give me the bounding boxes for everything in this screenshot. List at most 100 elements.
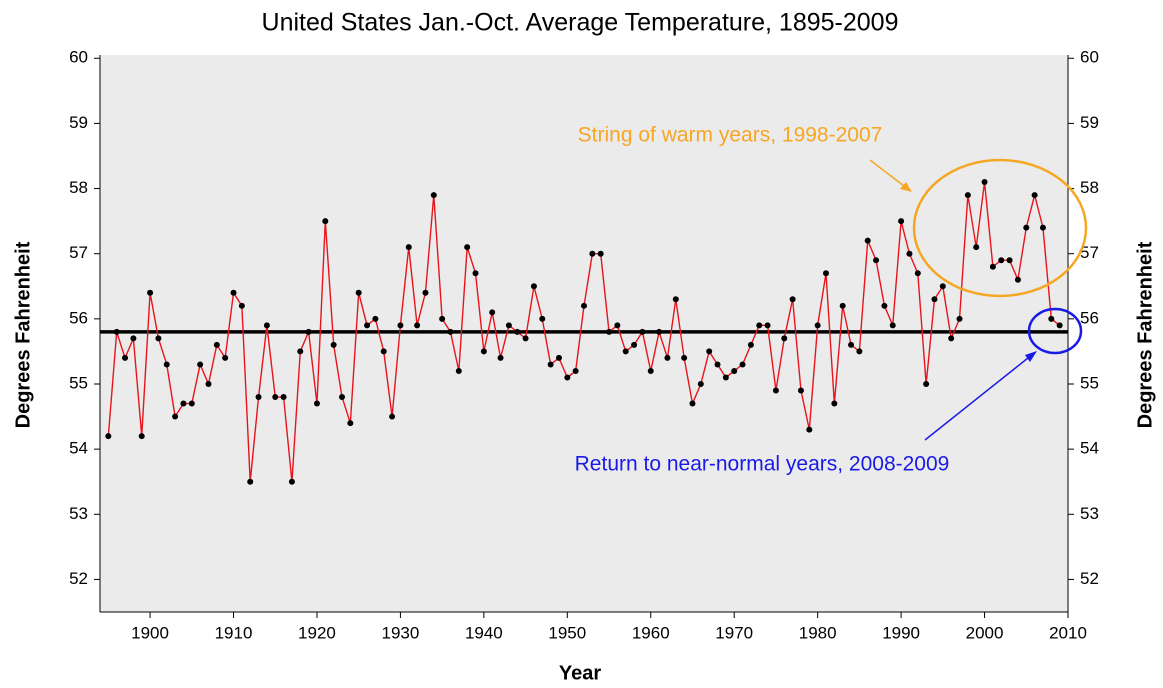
data-point [681, 354, 688, 361]
data-point [280, 394, 287, 401]
data-point [389, 413, 396, 420]
x-tick-label: 1990 [882, 623, 920, 642]
data-point [339, 394, 345, 401]
plot: 52 52 53 53 54 54 55 55 56 56 57 57 58 58 59 59 60 60 1900… [69, 48, 1099, 643]
y-tick-label: 54 [69, 439, 88, 458]
data-point [147, 289, 154, 296]
data-point [706, 348, 713, 355]
data-point [555, 354, 562, 361]
data-point [313, 400, 320, 407]
data-point [188, 400, 195, 407]
y2-tick-label: 55 [1080, 373, 1099, 392]
y2-tick-label: 56 [1080, 308, 1099, 327]
data-point [889, 322, 896, 329]
x-tick-label: 1960 [632, 623, 670, 642]
data-point [122, 354, 129, 361]
data-point [180, 400, 187, 407]
y2-tick-label: 59 [1080, 113, 1099, 132]
data-point [656, 328, 663, 335]
y-tick-label: 55 [69, 373, 88, 392]
data-point [422, 289, 429, 296]
data-point [447, 328, 454, 335]
data-point [505, 322, 512, 329]
data-point [864, 237, 871, 244]
data-point [931, 296, 938, 303]
x-tick-label: 1950 [548, 623, 586, 642]
data-point [138, 433, 145, 440]
data-point [364, 322, 371, 329]
data-point [380, 348, 387, 355]
data-point [297, 348, 304, 355]
data-point [989, 263, 996, 270]
data-point [622, 348, 629, 355]
data-point [1048, 315, 1055, 322]
data-point [472, 270, 479, 277]
data-point [647, 367, 654, 374]
data-point [1006, 257, 1013, 264]
data-point [480, 348, 487, 355]
data-point [130, 335, 137, 342]
data-point [288, 478, 295, 485]
normal-annotation: Return to near-normal years, 2008-2009 [575, 453, 950, 476]
data-point [439, 315, 446, 322]
data-point [973, 244, 980, 251]
data-point [923, 380, 930, 387]
data-point [606, 328, 613, 335]
y2-tick-label: 53 [1080, 504, 1099, 523]
data-point [397, 322, 404, 329]
data-point [238, 302, 245, 309]
data-point [372, 315, 379, 322]
data-point [247, 478, 254, 485]
y-tick-label: 57 [69, 243, 88, 262]
y-tick-label: 53 [69, 504, 88, 523]
normal-circle [1027, 307, 1083, 355]
data-point [522, 335, 529, 342]
y2-tick-label: 52 [1080, 569, 1099, 588]
data-point [197, 361, 204, 368]
x-tick-label: 2010 [1049, 623, 1087, 642]
data-point [305, 328, 312, 335]
data-point [263, 322, 270, 329]
data-point [455, 367, 462, 374]
x-tick-label: 2000 [966, 623, 1004, 642]
data-point [939, 283, 946, 290]
data-point [948, 335, 955, 342]
y-tick-label: 58 [69, 178, 88, 197]
y-tick-label: 56 [69, 308, 88, 327]
data-point [823, 270, 829, 277]
data-point [998, 257, 1005, 264]
data-point [848, 341, 855, 348]
data-point [1023, 224, 1030, 231]
chart-title: United States Jan.-Oct. Average Temperat… [262, 9, 899, 37]
data-point [155, 335, 162, 342]
data-point [163, 361, 170, 368]
data-point [898, 218, 905, 225]
normal-arrow [924, 353, 1034, 441]
data-point [814, 322, 821, 329]
data-point [664, 354, 671, 361]
y-tick-label: 52 [69, 569, 88, 588]
x-tick-label: 1970 [715, 623, 753, 642]
y2-tick-label: 60 [1080, 48, 1099, 67]
data-point [581, 302, 587, 309]
data-point [781, 335, 788, 342]
data-point [881, 302, 888, 309]
data-point [330, 341, 337, 348]
data-point [672, 296, 679, 303]
data-point [756, 322, 763, 329]
data-point [255, 394, 262, 401]
data-point [739, 361, 746, 368]
normal-arrowhead [1025, 351, 1037, 362]
data-point [747, 341, 754, 348]
data-point [1014, 276, 1021, 283]
warm-ellipse [912, 158, 1088, 298]
data-point [230, 289, 237, 296]
warm-arrow [869, 159, 909, 190]
data-point [722, 374, 729, 381]
data-point [1056, 322, 1063, 329]
data-point [405, 244, 412, 251]
data-point [347, 420, 354, 427]
x-tick-label: 1910 [215, 623, 253, 642]
y2-axis-label: Degrees Fahrenheit [1134, 241, 1156, 428]
